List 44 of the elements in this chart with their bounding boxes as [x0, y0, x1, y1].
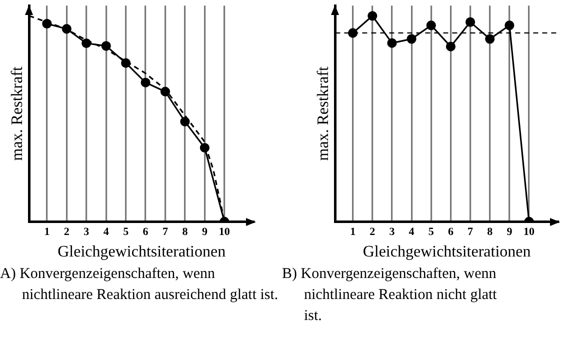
y-axis-title: max. Restkraft	[314, 66, 332, 161]
x-tick-label: 4	[103, 226, 110, 238]
point	[446, 42, 456, 52]
x-tick-label: 10	[218, 226, 230, 238]
text: A) Konvergenzeigenschaften, wenn nichtlineare Reaktion ausreichend glatt ist.	[0, 266, 278, 303]
x-tick-label: 3	[389, 226, 396, 238]
x-tick-label: 9	[506, 226, 513, 238]
x-tick-label: 6	[142, 226, 149, 238]
point	[348, 28, 358, 38]
point	[121, 58, 131, 68]
point	[180, 116, 190, 126]
point	[406, 34, 416, 44]
y-axis-title: max. Restkraft	[8, 66, 26, 161]
point	[62, 24, 72, 34]
point	[504, 20, 514, 30]
x-axis-title: Gleichgewichtsiterationen	[362, 244, 531, 261]
x-tick-label: 5	[428, 226, 434, 238]
point	[82, 38, 92, 48]
x-tick-label: 7	[162, 226, 169, 238]
x-tick-label: 5	[123, 226, 130, 238]
x-tick-label: 10	[524, 226, 536, 238]
x-tick-label: 2	[370, 226, 376, 238]
x-axis-title: Gleichgewichtsiterationen	[58, 244, 226, 261]
x-tick-label: 1	[44, 226, 50, 238]
point	[465, 17, 476, 27]
point	[160, 86, 170, 96]
x-tick-label: 8	[487, 226, 494, 238]
text: B) Konvergenzeigenschaften, wenn nichtlineare Reaktion nicht glatt ist.	[282, 265, 498, 326]
x-tick-label: 3	[84, 226, 90, 238]
x-tick-label: 6	[448, 226, 454, 238]
point	[101, 41, 111, 51]
point	[485, 34, 495, 44]
point	[387, 38, 397, 48]
x-tick-label: 9	[202, 226, 208, 238]
x-tick-label: 7	[468, 226, 474, 238]
x-tick-label: 1	[350, 226, 356, 238]
point	[42, 18, 52, 29]
x-tick-label: 2	[64, 226, 70, 238]
point	[368, 11, 378, 21]
point	[200, 142, 210, 153]
x-tick-label: 8	[182, 226, 188, 238]
point	[140, 78, 150, 88]
point	[426, 20, 436, 30]
x-tick-label: 4	[408, 226, 415, 238]
